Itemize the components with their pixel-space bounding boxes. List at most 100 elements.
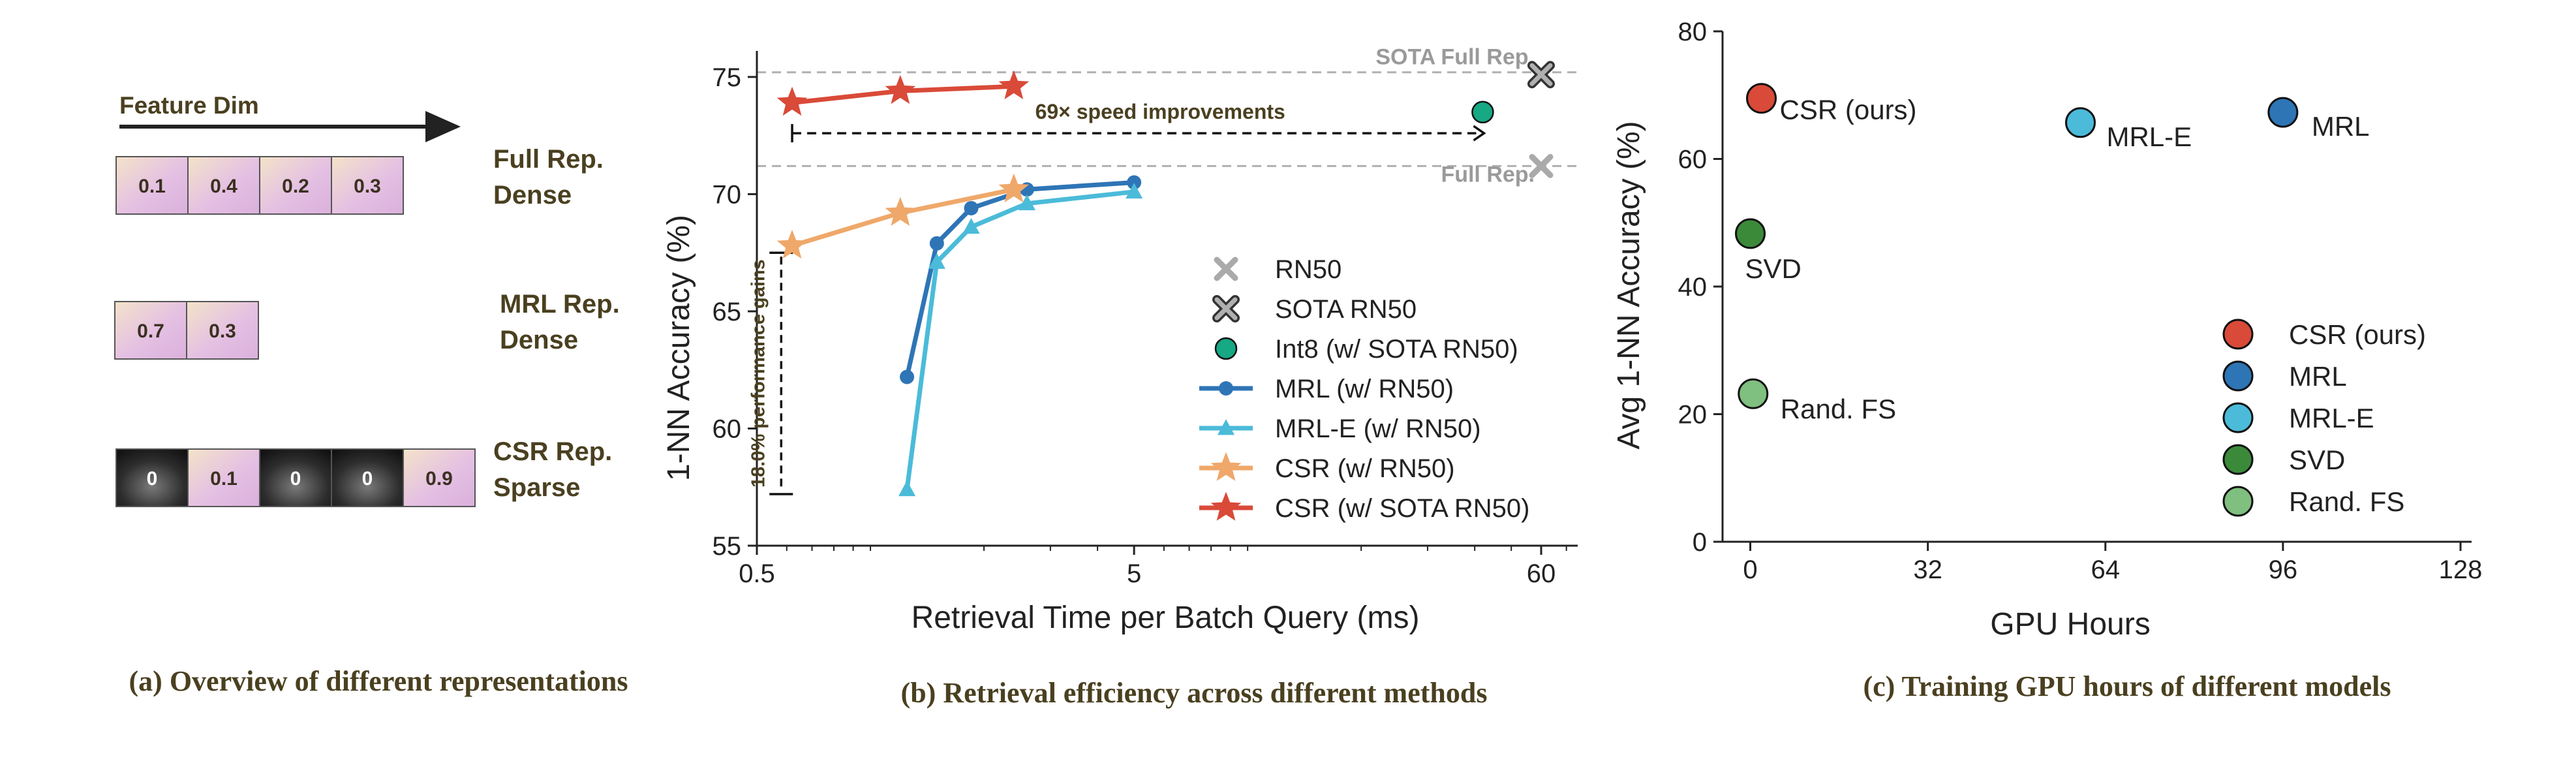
data-point [1527, 61, 1555, 89]
reference-lines: SOTA Full Rep. Full Rep. [757, 45, 1578, 187]
cell-value: 0.4 [210, 176, 238, 197]
panel-c-gpu-hours-chart: 0 20 40 60 80 0 32 64 96 128 CSR (ours) MRL MRL-E SV… [1612, 18, 2482, 702]
point-mrl: MRL [2267, 97, 2370, 142]
x-tick-label: 32 [1913, 555, 1942, 584]
series-rn50 [1529, 153, 1554, 178]
legend-label: MRL [2289, 361, 2347, 392]
dense-cell: 0.7 [114, 301, 187, 360]
sparse-zero-cell: 0 [331, 448, 404, 507]
x-tick-label: 128 [2439, 555, 2483, 584]
sparse-zero-cell: 0 [259, 448, 332, 507]
y-tick-label: 65 [713, 298, 742, 326]
representation-rows: 0.1 0.4 0.2 0.3 Full Rep. Dense 0.7 0.3 MRL Rep.… [114, 145, 620, 507]
rep-row: 0 0.1 0 0 0.9 CSR Rep. Sparse [115, 437, 612, 507]
x-tick-label: 96 [2269, 555, 2298, 584]
point-label: MRL-E [2106, 121, 2192, 152]
legend-entry: MRL (w/ RN50) [1199, 375, 1454, 403]
legend-label: Rand. FS [2289, 486, 2404, 517]
axes: 55 60 65 70 75 0.5 5 60 [713, 51, 1578, 588]
data-point [885, 196, 916, 226]
point-rand-fs: Rand. FS [1738, 378, 1896, 424]
x-tick-label: 0 [1743, 555, 1757, 584]
dense-cell: 0.2 [259, 156, 332, 215]
data-point [962, 217, 980, 234]
data-point [1471, 101, 1494, 124]
rep-row: 0.1 0.4 0.2 0.3 Full Rep. Dense [115, 145, 604, 215]
legend-entry: Int8 (w/ SOTA RN50) [1214, 335, 1518, 364]
x-tick-label: 0.5 [739, 559, 775, 588]
point-label: CSR (ours) [1780, 95, 1917, 125]
y-tick-label: 60 [713, 414, 742, 443]
dense-cell: 0.1 [187, 448, 260, 507]
rep-sublabel: Dense [500, 326, 578, 354]
legend-label: Int8 (w/ SOTA RN50) [1275, 335, 1518, 364]
dense-cell: 0.9 [403, 448, 476, 507]
legend-marker [1219, 381, 1233, 396]
x-tick-label: 64 [2091, 555, 2121, 584]
series-csr-w-sota-rn50 [776, 70, 1030, 116]
y-tick-label: 55 [713, 532, 742, 561]
speed-arrow-head [1473, 125, 1486, 142]
point-svd: SVD [1735, 218, 1802, 284]
legend-marker [1214, 337, 1238, 360]
legend-marker [1212, 295, 1240, 322]
legend-entry: RN50 [1214, 255, 1342, 284]
dense-cell: 0.3 [331, 156, 404, 215]
cell-box [331, 448, 404, 507]
feature-dim-label: Feature Dim [119, 92, 259, 119]
legend-marker-fill [1214, 297, 1238, 320]
cell-value: 0.1 [138, 176, 166, 197]
legend-entry: Rand. FS [2222, 486, 2404, 517]
legend-label: MRL-E (w/ RN50) [1275, 414, 1481, 443]
legend-marker [1214, 257, 1238, 281]
point-label: Rand. FS [1781, 394, 1896, 424]
data-point [776, 86, 808, 116]
cell-box [259, 156, 332, 215]
y-tick-label: 75 [713, 63, 742, 92]
legend-entry: SOTA RN50 [1212, 295, 1417, 324]
legend-marker [2222, 486, 2254, 517]
x-tick-label: 5 [1127, 559, 1141, 588]
data-point [929, 236, 944, 251]
y-tick-label: 0 [1693, 528, 1707, 557]
rep-row: 0.7 0.3 MRL Rep. Dense [114, 290, 620, 360]
data-point [900, 369, 915, 384]
data-point [776, 229, 808, 259]
data-point [998, 70, 1030, 100]
series-mrl-e-w-rn50 [898, 183, 1143, 497]
data-series [776, 61, 1555, 497]
y-axis-label: Avg 1-NN Accuracy (%) [1612, 121, 1646, 449]
point-csr-ours: CSR (ours) [1746, 83, 1917, 125]
cell-value: 0.9 [425, 468, 453, 490]
sparse-zero-cell: 0 [115, 448, 189, 507]
rep-sublabel: Dense [493, 181, 572, 210]
legend: CSR (ours) MRL MRL-E SVD Rand. FS [2222, 319, 2426, 517]
rep-label: CSR Rep. [493, 437, 612, 466]
x-axis-label: GPU Hours [1990, 607, 2150, 642]
legend-label: CSR (w/ RN50) [1275, 454, 1455, 483]
x-axis-label: Retrieval Time per Batch Query (ms) [912, 601, 1420, 635]
legend-entry: MRL [2222, 360, 2347, 392]
series-mrl-w-rn50 [900, 175, 1142, 384]
data-point [885, 74, 916, 104]
cell-box [187, 156, 260, 215]
legend-marker [1217, 419, 1235, 435]
reference-line-label: Full Rep. [1441, 162, 1535, 187]
annotations: 69× speed improvements 18.0% performance … [748, 100, 1486, 495]
cell-box [259, 448, 332, 507]
reference-line-label: SOTA Full Rep. [1375, 45, 1535, 70]
dense-cell: 0.3 [186, 301, 259, 360]
cell-value: 0.2 [282, 176, 309, 197]
data-point [898, 480, 916, 497]
axes: 0 20 40 60 80 0 32 64 96 128 [1678, 18, 2483, 584]
cell-value: 0.3 [354, 176, 381, 197]
scatter-point [1746, 83, 1777, 114]
cell-value: 0.1 [210, 468, 238, 490]
data-point [964, 200, 979, 215]
panel-c-caption: (c) Training GPU hours of different mode… [1863, 670, 2391, 702]
point-label: MRL [2312, 111, 2370, 142]
legend-label: MRL (w/ RN50) [1275, 375, 1454, 403]
rep-label: Full Rep. [493, 145, 604, 174]
legend: RN50 SOTA RN50 Int8 (w/ SOTA RN50) MRL (w/ … [1199, 255, 1529, 523]
